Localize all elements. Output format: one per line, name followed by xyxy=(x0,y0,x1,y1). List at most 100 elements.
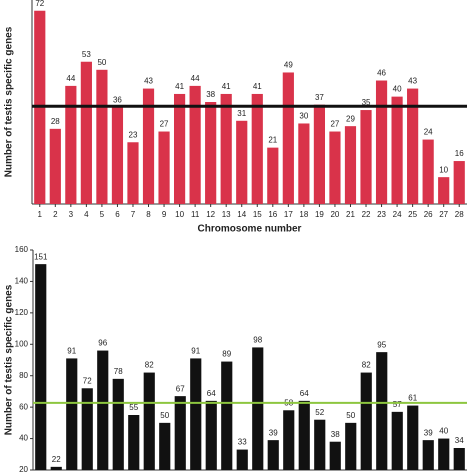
bar xyxy=(329,131,341,204)
x-tick-label: 13 xyxy=(222,210,231,219)
data-label: 82 xyxy=(362,361,371,370)
data-label: 41 xyxy=(222,82,231,91)
data-label: 28 xyxy=(51,117,60,126)
x-axis-title: Chromosome number xyxy=(198,224,302,235)
data-label: 91 xyxy=(67,347,76,356)
data-label: 72 xyxy=(35,0,44,8)
x-tick-label: 25 xyxy=(408,210,417,219)
bar xyxy=(298,123,310,204)
x-tick-label: 14 xyxy=(237,210,246,219)
bar xyxy=(438,177,450,204)
data-label: 43 xyxy=(408,77,417,86)
x-tick-label: 17 xyxy=(284,210,293,219)
bar xyxy=(329,441,341,470)
bar xyxy=(298,400,310,470)
y-tick-label: 120 xyxy=(15,308,29,317)
bar xyxy=(407,88,419,204)
bar xyxy=(142,88,155,204)
bar xyxy=(267,147,279,204)
data-label: 50 xyxy=(160,411,169,420)
y-tick-label: 160 xyxy=(15,245,29,254)
bar xyxy=(314,419,326,470)
data-label: 72 xyxy=(83,376,92,385)
x-tick-label: 15 xyxy=(253,210,262,219)
data-label: 29 xyxy=(346,114,355,123)
bar xyxy=(438,438,450,470)
bar xyxy=(422,139,434,204)
x-tick-label: 6 xyxy=(115,210,120,219)
y-axis-title: Number of testis specific genes xyxy=(4,26,15,177)
data-label: 37 xyxy=(315,93,324,102)
data-label: 61 xyxy=(408,394,417,403)
data-label: 64 xyxy=(300,389,309,398)
bar xyxy=(96,69,108,204)
data-label: 98 xyxy=(253,336,262,345)
data-label: 34 xyxy=(455,436,464,445)
data-label: 24 xyxy=(424,128,433,137)
y-tick-label: 40 xyxy=(19,434,28,443)
bar xyxy=(49,128,61,204)
x-tick-label: 2 xyxy=(53,210,58,219)
data-label: 52 xyxy=(315,408,324,417)
x-tick-label: 27 xyxy=(439,210,448,219)
data-label: 49 xyxy=(284,61,293,70)
x-tick-label: 28 xyxy=(455,210,464,219)
x-tick-label: 5 xyxy=(100,210,105,219)
y-tick-label: 80 xyxy=(19,371,28,380)
bar xyxy=(313,104,326,204)
bar xyxy=(422,440,434,470)
y-axis-title: Number of testis specific genes xyxy=(4,284,15,435)
data-label: 151 xyxy=(34,252,48,261)
data-label: 95 xyxy=(377,340,386,349)
data-label: 82 xyxy=(145,361,154,370)
bar xyxy=(65,85,77,204)
bar xyxy=(143,372,155,470)
bar xyxy=(205,400,217,470)
bar xyxy=(220,93,232,204)
x-tick-label: 24 xyxy=(393,210,402,219)
x-tick-label: 19 xyxy=(315,210,324,219)
data-label: 89 xyxy=(222,350,231,359)
data-label: 33 xyxy=(238,438,247,447)
bar xyxy=(391,411,403,470)
x-tick-label: 8 xyxy=(146,210,151,219)
bar xyxy=(173,93,186,204)
bar xyxy=(127,142,139,204)
data-label: 10 xyxy=(439,165,448,174)
data-label: 67 xyxy=(176,384,185,393)
y-tick-label: 20 xyxy=(19,465,28,474)
x-tick-label: 18 xyxy=(299,210,308,219)
bar xyxy=(236,120,248,204)
bar xyxy=(360,372,372,470)
bar xyxy=(236,449,248,470)
data-label: 35 xyxy=(362,98,371,107)
data-label: 57 xyxy=(393,400,402,409)
bar xyxy=(128,415,140,470)
x-tick-label: 4 xyxy=(84,210,89,219)
x-tick-label: 1 xyxy=(38,210,43,219)
data-label: 44 xyxy=(66,74,75,83)
x-tick-label: 9 xyxy=(162,210,167,219)
data-label: 27 xyxy=(160,120,169,129)
data-label: 78 xyxy=(114,367,123,376)
data-label: 39 xyxy=(269,428,278,437)
data-label: 91 xyxy=(191,347,200,356)
data-label: 43 xyxy=(144,77,153,86)
data-label: 38 xyxy=(331,430,340,439)
x-tick-label: 10 xyxy=(175,210,184,219)
bar xyxy=(221,361,233,470)
bar xyxy=(344,126,357,204)
data-label: 30 xyxy=(299,112,308,121)
data-label: 41 xyxy=(253,82,262,91)
data-label: 23 xyxy=(129,130,138,139)
data-label: 46 xyxy=(377,69,386,78)
bar xyxy=(111,107,124,204)
bar xyxy=(345,422,357,470)
x-tick-label: 26 xyxy=(424,210,433,219)
data-label: 27 xyxy=(330,120,339,129)
data-label: 55 xyxy=(129,403,138,412)
x-tick-label: 3 xyxy=(69,210,74,219)
bar xyxy=(97,350,109,470)
x-tick-label: 16 xyxy=(268,210,277,219)
